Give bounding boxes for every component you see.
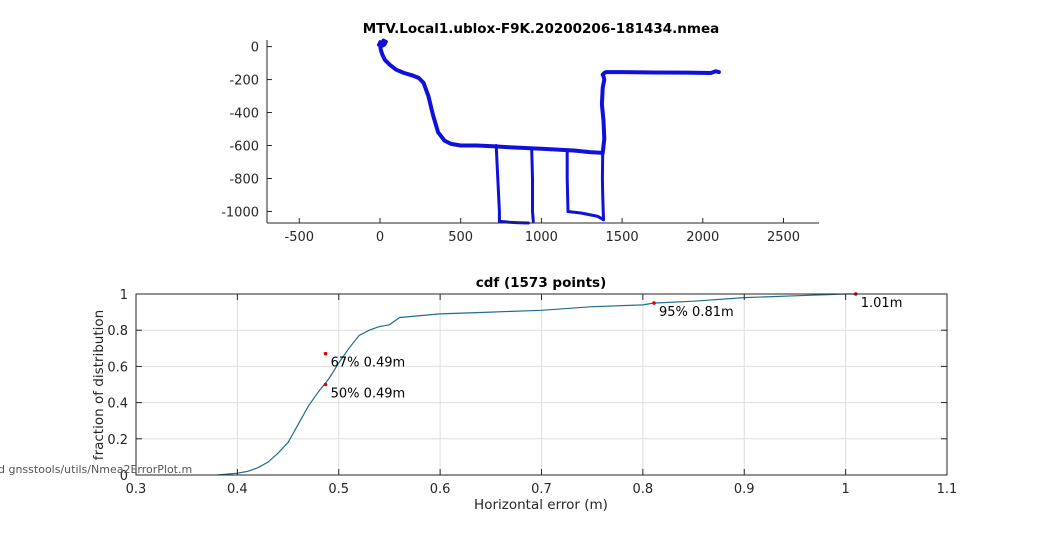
trajectory-x-tick-label: 1500 — [606, 230, 639, 245]
trajectory-track-1 — [494, 144, 501, 223]
trajectory-y-tick-label: -800 — [229, 172, 259, 187]
trajectory-axes: -500 0 500 1000 1500 2000 2500 0 -200 -400 -600 -80… — [221, 40, 819, 245]
cdf-axes: 0.3 0.4 0.5 0.6 0.7 0.8 0.9 1 1.1 0 0.2 0.4 0.6 0.8 1 — [107, 288, 957, 497]
cdf-marker-point — [323, 351, 328, 356]
cdf-y-tick-label: 0.2 — [107, 433, 128, 448]
cdf-marker-label: 67% 0.49m — [331, 356, 406, 371]
cdf-x-tick-label: 0.3 — [126, 482, 147, 497]
trajectory-track-6 — [600, 151, 605, 222]
trajectory-x-tick-label: 500 — [448, 230, 473, 245]
trajectory-y-tick-label: 0 — [251, 41, 259, 56]
cdf-y-tick-label: 0.8 — [107, 324, 128, 339]
cdf-marker-label: 1.01m — [861, 296, 903, 311]
cdf-x-tick-label: 0.8 — [633, 482, 654, 497]
trajectory-y-tick-label: -600 — [229, 140, 259, 155]
cdf-y-tick-label: 0.4 — [107, 397, 128, 412]
trajectory-x-tick-label: 2000 — [686, 230, 719, 245]
cdf-y-tick-label: 0 — [120, 469, 128, 484]
trajectory-y-tick-label: -400 — [229, 107, 259, 122]
cdf-series — [217, 293, 856, 476]
cdf-y-tick-label: 0.6 — [107, 360, 128, 375]
cdf-x-tick-label: 0.9 — [734, 482, 755, 497]
footer-script-path: d gnsstools/utils/Nmea2ErrorPlot.m — [0, 463, 192, 476]
trajectory-y-tick-label: -1000 — [221, 205, 259, 220]
cdf-marker-point — [323, 382, 328, 387]
cdf-x-tick-label: 0.7 — [531, 482, 552, 497]
trajectory-track-7 — [376, 38, 388, 49]
cdf-line-0 — [217, 293, 856, 476]
trajectory-x-tick-label: 2500 — [767, 230, 800, 245]
cdf-plot: cdf (1573 points) 67% 0.49m 50% 0.49m 95% … — [91, 275, 957, 513]
trajectory-track-0 — [378, 42, 721, 155]
cdf-grid — [135, 293, 948, 476]
cdf-y-axis-label: fraction of distribution — [91, 310, 107, 460]
cdf-x-tick-label: 1 — [841, 482, 849, 497]
trajectory-title: MTV.Local1.ublox-F9K.20200206-181434.nme… — [363, 21, 720, 37]
cdf-markers: 67% 0.49m 50% 0.49m 95% 0.81m 1.01m — [323, 292, 903, 402]
cdf-marker-point — [652, 301, 656, 305]
cdf-x-axis-label: Horizontal error (m) — [474, 497, 608, 513]
cdf-x-tick-label: 0.5 — [328, 482, 349, 497]
cdf-y-tick-label: 1 — [120, 288, 128, 303]
trajectory-track-4 — [565, 149, 570, 213]
cdf-x-tick-label: 1.1 — [937, 482, 958, 497]
trajectory-x-tick-label: -500 — [285, 230, 315, 245]
trajectory-y-tick-label: -200 — [229, 74, 259, 89]
trajectory-series — [376, 38, 721, 225]
trajectory-x-tick-label: 0 — [376, 230, 384, 245]
cdf-title: cdf (1573 points) — [476, 275, 607, 291]
cdf-x-tick-label: 0.6 — [430, 482, 451, 497]
cdf-marker-label: 95% 0.81m — [659, 305, 734, 320]
trajectory-x-tick-label: 1000 — [525, 230, 558, 245]
trajectory-plot: MTV.Local1.ublox-F9K.20200206-181434.nme… — [221, 21, 819, 245]
trajectory-track-5 — [566, 210, 605, 222]
cdf-marker-label: 50% 0.49m — [331, 387, 406, 402]
cdf-x-tick-label: 0.4 — [227, 482, 248, 497]
trajectory-track-3 — [530, 147, 535, 223]
